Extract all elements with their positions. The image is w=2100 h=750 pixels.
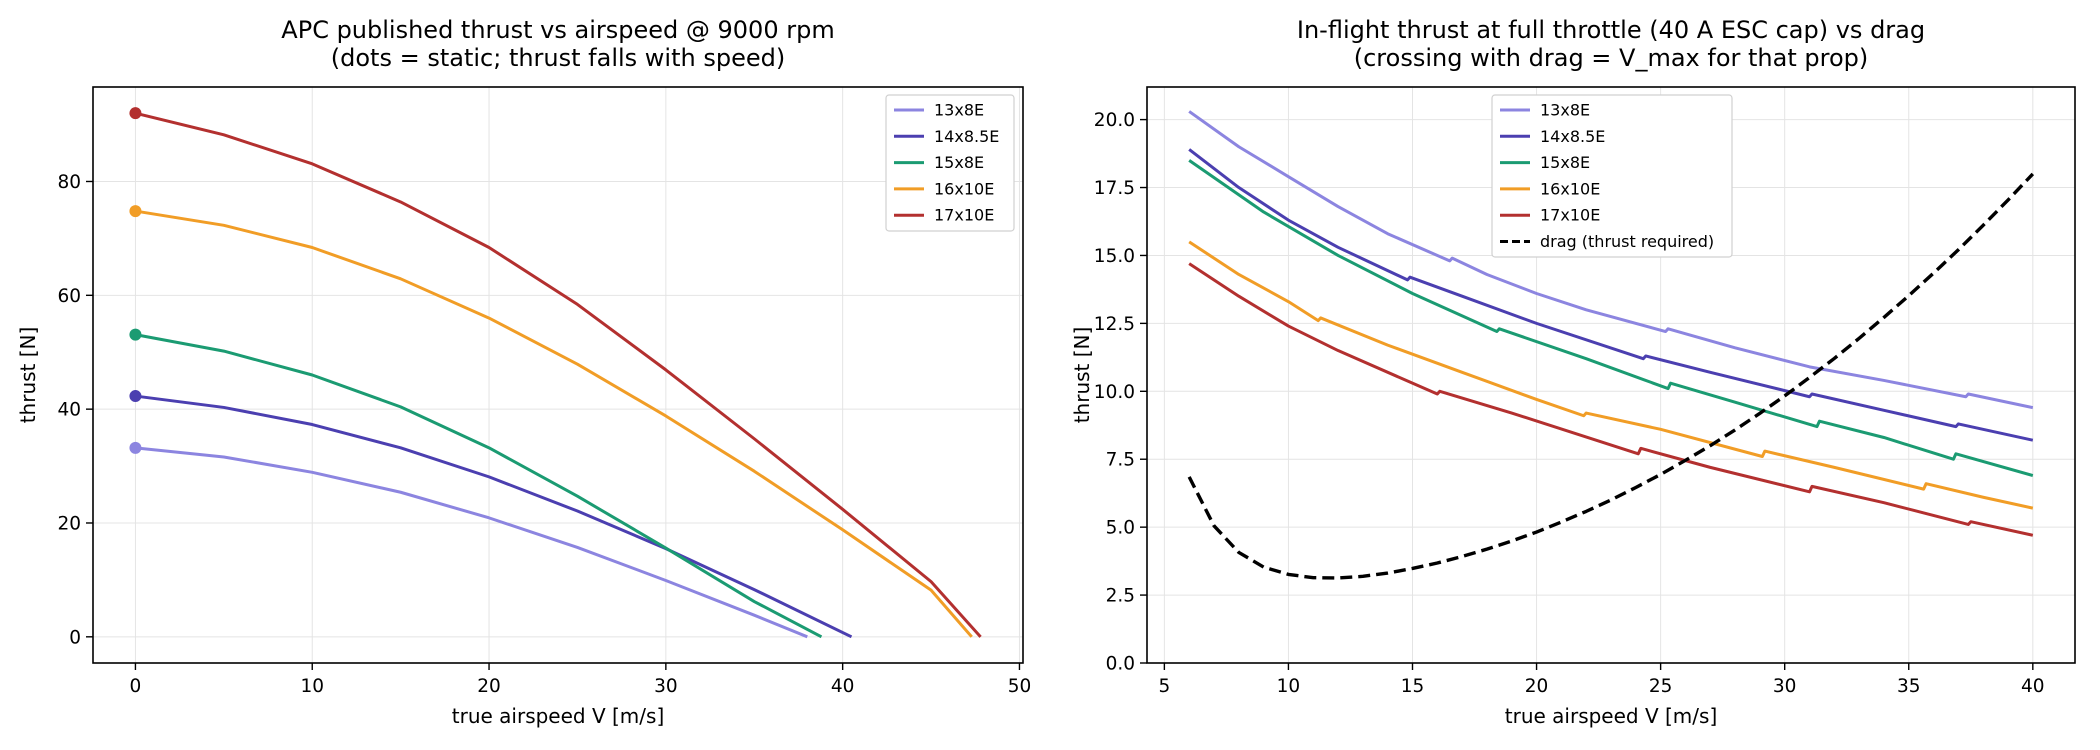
series-line-drag	[1187, 172, 2035, 580]
y-tick-label: 20	[57, 513, 81, 534]
legend-box	[885, 94, 1015, 232]
legend-label: 14x8.5E	[934, 127, 999, 146]
chart-title: In-flight thrust at full throttle (40 A …	[1297, 16, 1925, 44]
x-tick-label: 5	[1158, 676, 1170, 697]
legend-label: 16x10E	[934, 179, 994, 198]
legend-label: 14x8.5E	[1540, 127, 1605, 146]
x-tick-label: 10	[300, 676, 324, 697]
y-tick-label: 0.0	[1106, 654, 1135, 675]
chart-subtitle: (crossing with drag = V_max for that pro…	[1354, 44, 1868, 72]
legend-label: 15x8E	[934, 153, 984, 172]
series-line-17x10E	[1188, 262, 2034, 537]
legend-label: 15x8E	[1540, 153, 1590, 172]
x-tick-label: 15	[1401, 676, 1425, 697]
y-tick-label: 60	[57, 286, 81, 307]
static-thrust-dot-15x8E	[129, 328, 142, 341]
legend-label: 13x8E	[934, 101, 984, 120]
x-tick-label: 40	[2021, 676, 2045, 697]
legend-label: drag (thrust required)	[1540, 232, 1714, 251]
series-line-13x8E	[135, 446, 808, 639]
y-tick-label: 80	[57, 172, 81, 193]
x-tick-label: 0	[130, 676, 142, 697]
y-tick-label: 0	[69, 627, 81, 648]
x-tick-label: 20	[1525, 676, 1549, 697]
grid	[93, 87, 1023, 663]
series-line-13x8E	[1188, 110, 2034, 410]
chart-title: APC published thrust vs airspeed @ 9000 …	[281, 16, 834, 44]
series-line-14x8.5E	[1188, 148, 2034, 442]
x-tick-label: 30	[1773, 676, 1797, 697]
x-tick-label: 20	[477, 676, 501, 697]
series-group	[135, 111, 982, 639]
static-thrust-dot-14x8.5E	[129, 390, 142, 403]
x-tick-label: 30	[654, 676, 678, 697]
y-tick-label: 7.5	[1106, 450, 1135, 471]
x-tick-label: 25	[1649, 676, 1673, 697]
static-thrust-dot-13x8E	[129, 441, 142, 454]
static-thrust-dot-16x10E	[129, 205, 142, 218]
chart-subtitle: (dots = static; thrust falls with speed)	[331, 44, 785, 72]
x-axis-label: true airspeed V [m/s]	[1505, 704, 1718, 728]
y-tick-label: 20.0	[1094, 110, 1135, 131]
chart-panel-2: In-flight thrust at full throttle (40 A …	[1070, 16, 2076, 728]
legend: 13x8E 14x8.5E 15x8E 16x10E 17x10E drag (thrus…	[1491, 94, 1733, 258]
static-thrust-dot-17x10E	[129, 107, 142, 120]
axes-frame	[1146, 86, 2076, 664]
series-line-16x10E	[135, 209, 973, 638]
y-tick-label: 2.5	[1106, 586, 1135, 607]
y-axis-label: thrust [N]	[1070, 327, 1094, 424]
legend: 13x8E 14x8.5E 15x8E 16x10E 17x10E	[885, 94, 1015, 232]
legend-box	[1491, 94, 1733, 258]
series-line-16x10E	[1188, 240, 2034, 510]
x-tick-label: 10	[1277, 676, 1301, 697]
y-tick-label: 10.0	[1094, 382, 1135, 403]
y-axis-label: thrust [N]	[16, 327, 40, 424]
x-tick-label: 40	[831, 676, 855, 697]
series-line-14x8.5E	[135, 394, 853, 639]
x-tick-label: 35	[1897, 676, 1921, 697]
y-tick-label: 5.0	[1106, 518, 1135, 539]
y-tick-label: 17.5	[1094, 178, 1135, 199]
axes-frame	[92, 86, 1024, 664]
series-line-15x8E	[1188, 159, 2034, 477]
y-tick-label: 15.0	[1094, 246, 1135, 267]
legend-label: 16x10E	[1540, 179, 1600, 198]
series-line-17x10E	[135, 111, 982, 638]
x-axis-label: true airspeed V [m/s]	[452, 704, 665, 728]
series-line-15x8E	[135, 333, 823, 639]
legend-label: 17x10E	[934, 206, 994, 225]
legend-label: 13x8E	[1540, 101, 1590, 120]
y-tick-label: 40	[57, 400, 81, 421]
series-group	[1187, 110, 2035, 580]
x-tick-label: 50	[1008, 676, 1032, 697]
chart-panel-1: APC published thrust vs airspeed @ 9000 …	[16, 16, 1031, 728]
legend-label: 17x10E	[1540, 206, 1600, 225]
y-tick-label: 12.5	[1094, 314, 1135, 335]
